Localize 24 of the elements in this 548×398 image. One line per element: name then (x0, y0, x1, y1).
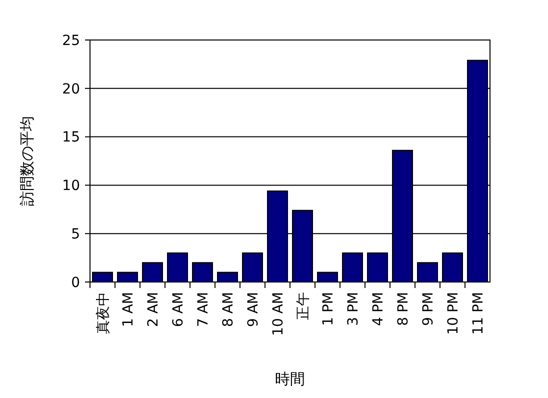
x-tick-label: 7 AM (195, 292, 212, 328)
x-tick-label: 3 PM (345, 292, 362, 326)
x-tick-label: 4 PM (370, 292, 386, 326)
x-tick-label: 1 PM (320, 292, 336, 326)
y-tick-label: 0 (71, 274, 80, 291)
y-tick-label: 10 (62, 178, 80, 194)
x-tick-label: 10 PM (445, 292, 462, 335)
y-tick-label: 25 (62, 32, 80, 49)
x-tick-label: 10 AM (270, 292, 286, 336)
y-axis-title: 訪問数の平均 (18, 116, 36, 206)
x-tick-label: 8 AM (220, 292, 236, 328)
x-axis-title: 時間 (275, 370, 305, 388)
y-tick-label: 5 (71, 226, 80, 242)
x-tick-label: 9 PM (420, 292, 436, 326)
x-tick-label: 真夜中 (95, 292, 112, 334)
x-tick-label: 正午 (295, 292, 312, 320)
x-tick-label: 11 PM (470, 292, 486, 335)
y-tick-label: 20 (62, 81, 80, 98)
x-tick-label: 6 AM (170, 292, 186, 328)
x-tick-label: 9 AM (245, 292, 262, 328)
x-tick-label: 8 PM (395, 292, 412, 326)
y-tick-label: 15 (62, 130, 80, 146)
x-tick-label: 1 AM (120, 292, 136, 328)
x-tick-label: 2 AM (145, 292, 162, 328)
